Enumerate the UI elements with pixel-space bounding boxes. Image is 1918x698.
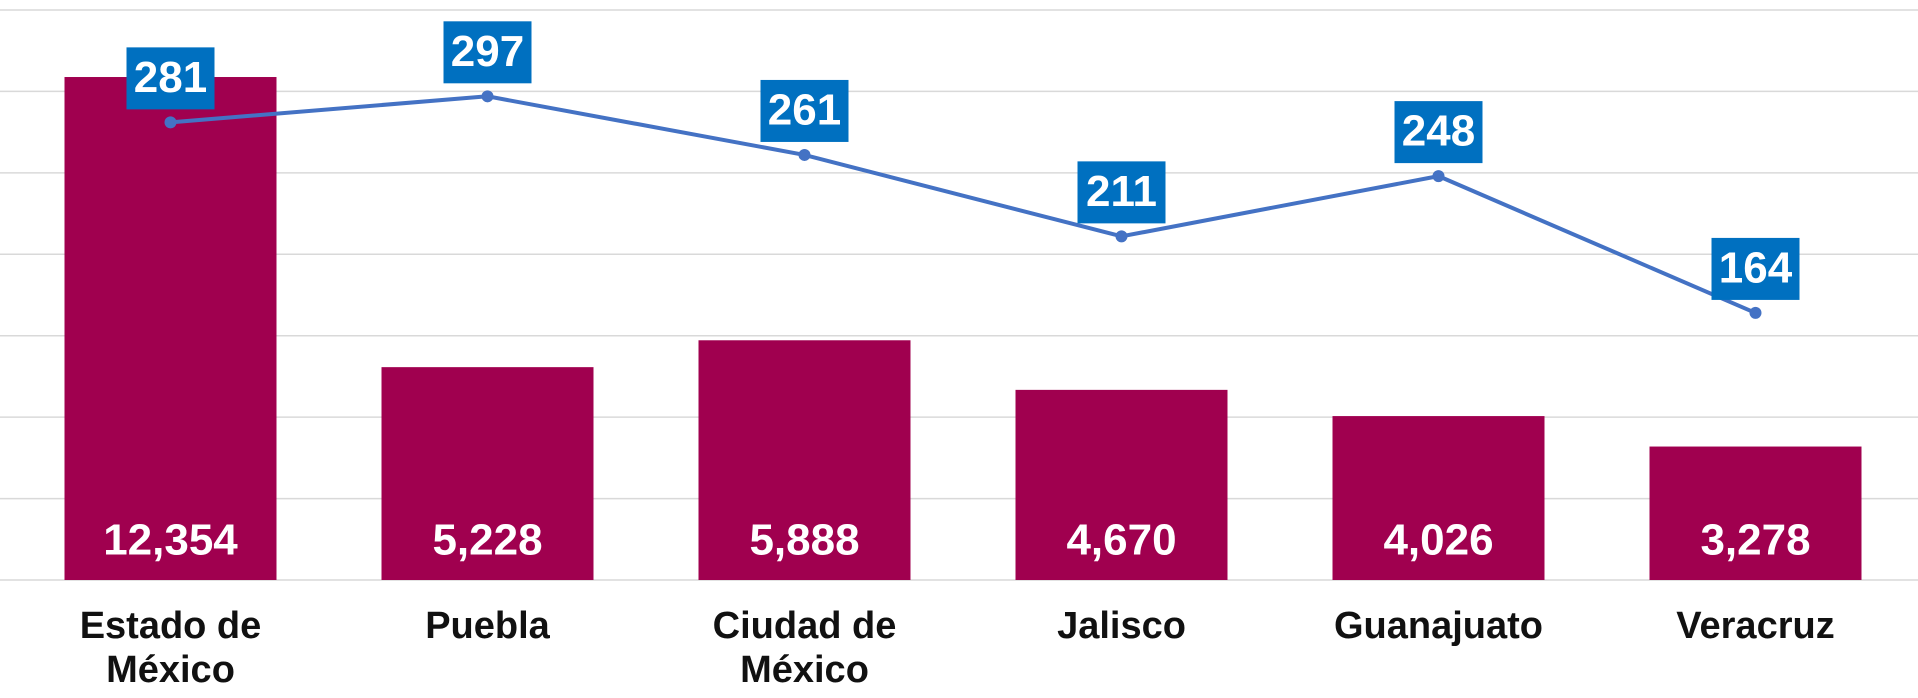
line-point (798, 148, 811, 161)
bar (698, 340, 911, 580)
data-label: 211 (1086, 167, 1157, 216)
bar (1649, 446, 1862, 580)
line (170, 94, 1757, 315)
data-label-box (1077, 161, 1166, 224)
x-tick-label: Estado de México (79, 605, 262, 691)
data-label: 5,888 (749, 516, 859, 565)
x-tick-label: Jalisco (1057, 605, 1186, 647)
data-label: 248 (1402, 107, 1475, 156)
line-point (1432, 170, 1445, 183)
x-tick-label: Puebla (425, 605, 550, 647)
bar (1332, 416, 1545, 580)
x-tick-label: Veracruz (1676, 605, 1835, 647)
data-label: 3,278 (1700, 516, 1810, 565)
line-point (164, 116, 177, 129)
data-label: 261 (768, 86, 841, 135)
line-point (481, 90, 494, 103)
data-label: 164 (1719, 244, 1793, 293)
data-label: 297 (451, 27, 524, 76)
bar (64, 77, 277, 580)
x-tick-label: Guanajuato (1333, 605, 1544, 647)
x-tick-label: Ciudad de México (712, 605, 897, 691)
line-point (1749, 306, 1762, 319)
bar (381, 367, 594, 580)
data-label: 4,670 (1066, 516, 1176, 565)
data-label: 5,228 (432, 516, 542, 565)
bar (1015, 389, 1228, 580)
data-label: 12,354 (103, 516, 238, 565)
data-label-box (1394, 101, 1483, 164)
data-label-box (443, 21, 532, 84)
data-label: 281 (134, 53, 207, 102)
data-label-box (1711, 237, 1800, 300)
data-label: 4,026 (1383, 516, 1493, 565)
data-label-box (126, 47, 215, 110)
data-label-box (760, 79, 849, 142)
line-point (1115, 230, 1128, 243)
